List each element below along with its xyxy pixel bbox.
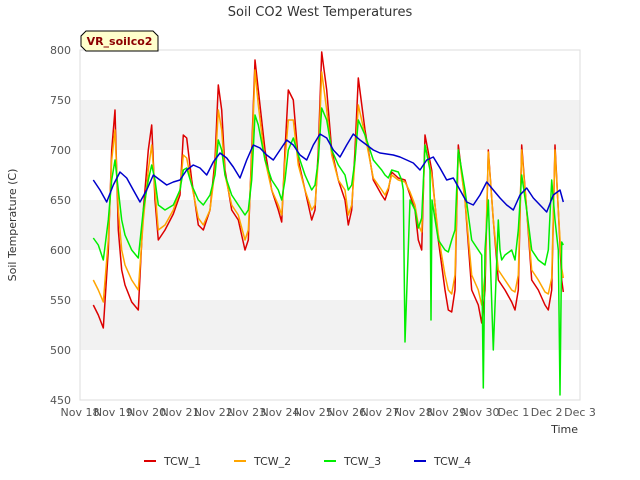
series-line-tcw-3	[92, 107, 564, 396]
y-axis-ticks: 450 500 550 600 650 700 750 800	[50, 44, 71, 407]
chart-title: Soil CO2 West Temperatures	[228, 5, 413, 20]
x-tick-label: Nov 20	[127, 406, 166, 419]
x-tick-label: Nov 23	[227, 406, 266, 419]
grid-band	[80, 250, 580, 300]
x-tick-label: Nov 21	[161, 406, 200, 419]
grid-band	[80, 150, 580, 200]
x-tick-label: Dec 3	[564, 406, 596, 419]
x-tick-label: Nov 24	[261, 406, 300, 419]
y-tick-label: 450	[50, 394, 71, 407]
y-tick-label: 500	[50, 344, 71, 357]
x-tick-label: Nov 26	[327, 406, 366, 419]
x-tick-label: Nov 30	[461, 406, 500, 419]
plot-background-bands	[80, 50, 580, 400]
series-line-tcw-4	[92, 133, 565, 213]
x-tick-label: Nov 25	[294, 406, 333, 419]
series-layer	[92, 51, 565, 396]
y-tick-label: 800	[50, 44, 71, 57]
y-tick-label: 600	[50, 244, 71, 257]
legend-item-tcw-4: TCW_4	[414, 455, 471, 468]
x-tick-label: Nov 27	[361, 406, 400, 419]
legend-label: TCW_4	[433, 455, 471, 468]
y-tick-label: 650	[50, 194, 71, 207]
x-tick-label: Nov 19	[94, 406, 133, 419]
legend-label: TCW_1	[163, 455, 201, 468]
grid-band	[80, 350, 580, 400]
y-tick-label: 550	[50, 294, 71, 307]
station-badge-label: VR_soilco2	[87, 35, 153, 48]
x-tick-label: Dec 2	[531, 406, 563, 419]
grid-band	[80, 300, 580, 350]
legend-item-tcw-1: TCW_1	[144, 455, 201, 468]
x-tick-label: Nov 22	[194, 406, 233, 419]
y-tick-label: 750	[50, 94, 71, 107]
x-tick-label: Dec 1	[497, 406, 529, 419]
grid-band	[80, 50, 580, 100]
x-tick-label: Nov 18	[61, 406, 100, 419]
y-tick-label: 700	[50, 144, 71, 157]
station-badge: VR_soilco2	[80, 30, 159, 52]
legend-label: TCW_2	[253, 455, 291, 468]
x-tick-label: Nov 29	[427, 406, 466, 419]
y-axis-title: Soil Temperature (C)	[6, 169, 19, 282]
station-badge-box	[80, 30, 159, 52]
x-tick-label: Nov 28	[394, 406, 433, 419]
legend-label: TCW_3	[343, 455, 381, 468]
legend: TCW_1 TCW_2 TCW_3 TCW_4	[144, 455, 471, 468]
legend-item-tcw-2: TCW_2	[234, 455, 291, 468]
x-axis-title: Time	[550, 423, 578, 436]
plot-area-frame	[79, 49, 581, 401]
legend-item-tcw-3: TCW_3	[324, 455, 381, 468]
